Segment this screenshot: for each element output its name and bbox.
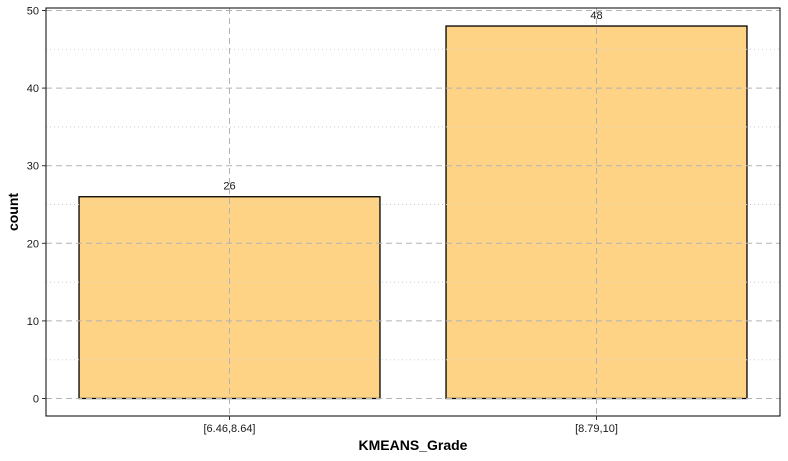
- bars: [78, 25, 748, 400]
- y-tick-label: 20: [27, 238, 39, 250]
- y-tick-label: 50: [27, 6, 39, 18]
- bar-data-label: 26: [223, 181, 235, 193]
- data-labels: 26 48: [223, 10, 602, 193]
- plot-border: [45, 7, 781, 417]
- x-tick-label: [6.46,8.64]: [204, 423, 256, 435]
- x-axis-title: KMEANS_Grade: [359, 437, 468, 453]
- x-axis: [6.46,8.64] [8.79,10]: [204, 416, 618, 435]
- grid-lines: [46, 8, 780, 416]
- y-tick-label: 30: [27, 161, 39, 173]
- y-axis-title: count: [5, 193, 21, 231]
- y-axis: 0 10 20 30 40 50: [27, 6, 46, 406]
- bar-data-label: 48: [590, 10, 602, 22]
- x-tick-label: [8.79,10]: [575, 423, 618, 435]
- y-tick-label: 10: [27, 316, 39, 328]
- y-tick-label: 40: [27, 83, 39, 95]
- y-tick-label: 0: [33, 394, 39, 406]
